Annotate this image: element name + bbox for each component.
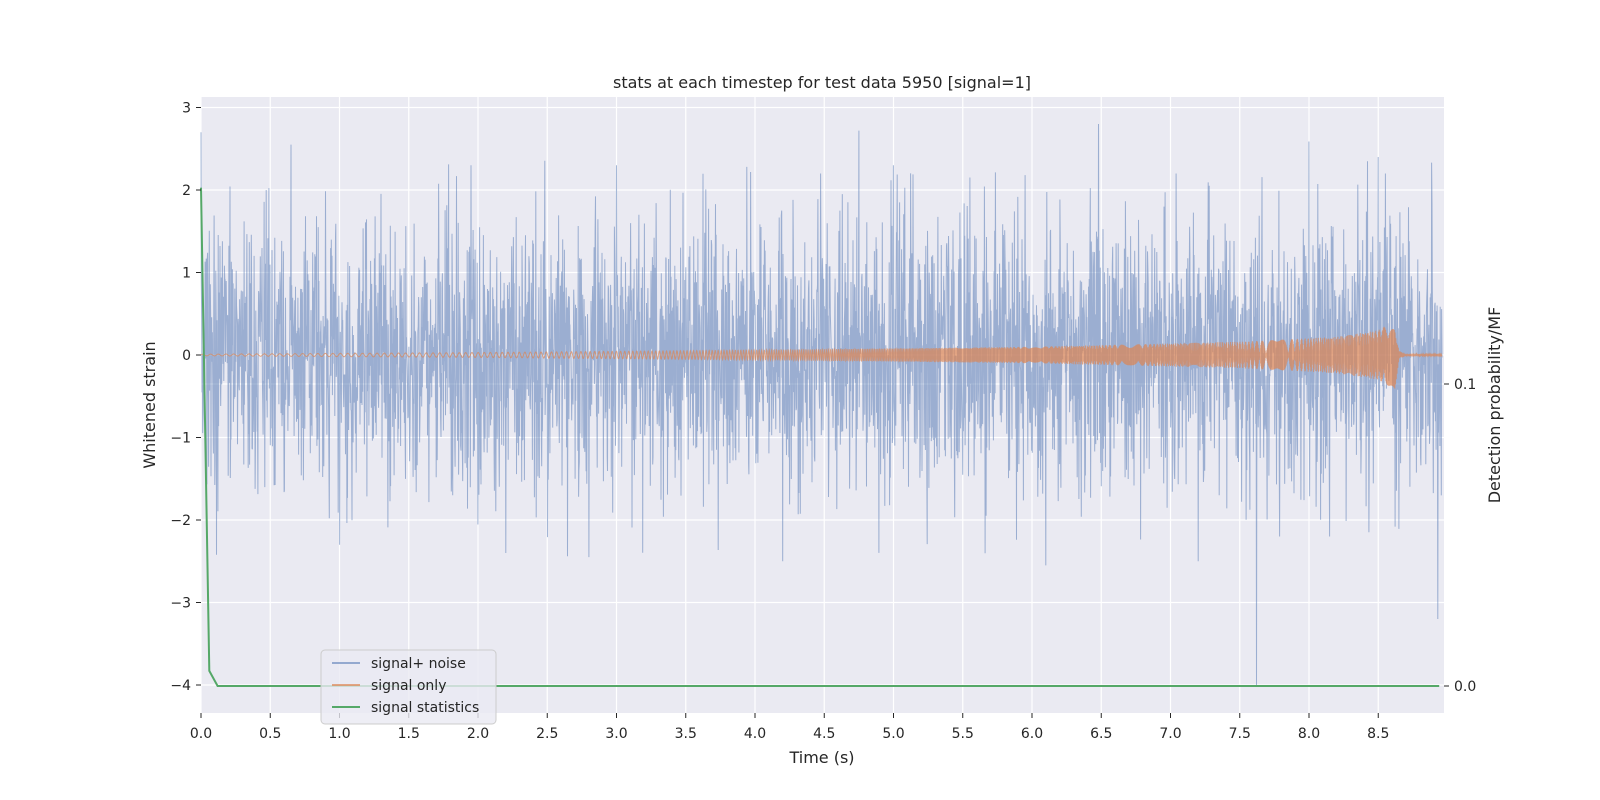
x-tick-label: 3.0 [605,726,627,742]
legend-label-noise: signal+ noise [371,656,466,672]
stats-layer [200,187,1440,687]
x-tick-label: 6.0 [1021,726,1043,742]
series-signal-only-line [200,326,1443,389]
noise-layer [200,123,1443,686]
y-tick-label: −2 [170,513,191,529]
y-tick-label: 1 [182,266,191,282]
x-tick-label: 7.0 [1159,726,1181,742]
y-tick-label: −1 [170,431,191,447]
chart-title: stats at each timestep for test data 595… [613,73,1031,92]
y-axis-ticks: 3 2 1 0 −1 −2 −3 −4 [170,101,201,694]
x-tick-label: 4.5 [813,726,835,742]
x-tick-label: 8.5 [1367,726,1389,742]
signal-layer [200,326,1443,389]
x-tick-label: 5.0 [882,726,904,742]
y-tick-label: 0 [182,348,191,364]
y-right-axis-ticks: 0.1 0.0 [1444,377,1476,695]
y-tick-label: −3 [170,596,191,612]
y-tick-label: 3 [182,101,191,117]
y-tick-label: 2 [182,183,191,199]
x-tick-label: 1.0 [328,726,350,742]
legend-box [320,649,497,725]
x-tick-label: 3.5 [675,726,697,742]
y-right-axis-title: Detection probability/MF [1485,307,1504,504]
x-tick-label: 6.5 [1090,726,1112,742]
y-right-tick-label: 0.1 [1454,377,1476,393]
x-tick-label: 0.0 [190,726,212,742]
x-axis-ticks: 0.0 0.5 1.0 1.5 2.0 2.5 3.0 3.5 4.0 4.5 5.0 5.5 6.0 6… [190,713,1389,742]
y-axis-title: Whitened strain [140,341,159,468]
series-signal-noise-line [200,123,1443,686]
legend-label-signal: signal only [371,678,446,694]
x-tick-label: 0.5 [259,726,281,742]
y-tick-label: −4 [170,678,191,694]
y-right-tick-label: 0.0 [1454,679,1476,695]
legend-label-stats: signal statistics [371,700,479,716]
x-tick-label: 2.5 [536,726,558,742]
series-signal-statistics-line [200,187,1440,687]
x-tick-label: 5.5 [952,726,974,742]
x-tick-label: 7.5 [1229,726,1251,742]
x-tick-label: 8.0 [1298,726,1320,742]
legend: signal+ noise signal only signal statist… [320,649,497,725]
x-tick-label: 2.0 [467,726,489,742]
x-axis-title: Time (s) [788,748,854,767]
x-tick-label: 1.5 [398,726,420,742]
x-tick-label: 4.0 [744,726,766,742]
